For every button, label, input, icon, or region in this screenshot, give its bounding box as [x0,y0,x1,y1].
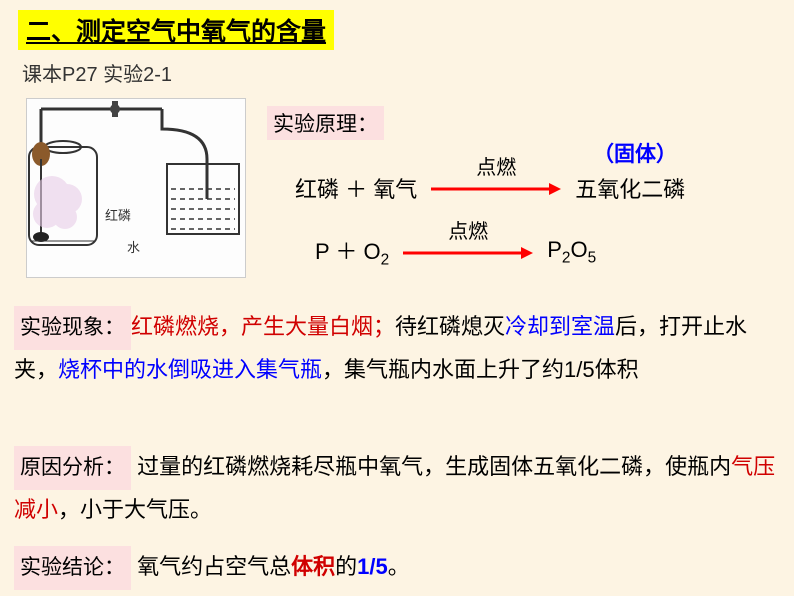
subtitle: 课本P27 实验2-1 [22,58,794,87]
eq1-right: 五氧化二磷 [575,172,685,204]
phenomenon-paragraph: 实验现象：红磷燃烧，产生大量白烟；待红磷熄灭冷却到室温后，打开止水夹，烧杯中的水… [14,306,780,390]
arrow-icon [431,181,561,197]
conclusion-label: 实验结论： [14,546,131,590]
conclusion-paragraph: 实验结论： 氧气约占空气总体积的1/5。 [14,546,780,590]
phen-t3: 冷却到室温 [505,314,615,339]
phenomenon-label: 实验现象： [14,306,131,350]
apparatus-diagram: 红磷 水 [26,98,246,278]
solid-note: （固体） [593,138,677,168]
diagram-label-water: 水 [127,237,140,256]
eq1-arrow-label: 点燃 [431,151,561,180]
eq2-arrow-label: 点燃 [403,215,533,244]
equation-word: 红磷 ＋ 氧气 点燃 五氧化二磷 [295,172,685,204]
con-t1: 氧气约占空气总 [137,554,291,579]
con-t2: 体积 [291,554,335,579]
analysis-paragraph: 原因分析： 过量的红磷燃烧耗尽瓶中氧气，生成固体五氧化二磷，使瓶内气压减小，小于… [14,446,780,530]
analysis-label: 原因分析： [14,446,131,490]
principle-label: 实验原理： [267,106,384,140]
diagram-label-phosphorus: 红磷 [105,205,131,224]
phen-t6: ，集气瓶内水面上升了约1/5体积 [322,357,639,382]
eq2-right: P2O5 [547,237,596,267]
phen-t1: 红磷燃烧，产生大量白烟； [131,314,395,339]
ana-t3: ，小于大气压。 [58,497,212,522]
section-title-box: 二、测定空气中氧气的含量 [18,10,334,50]
equation-symbol: P ＋ O2 点燃 P2O5 [315,234,596,269]
phen-t5: 烧杯中的水倒吸进入集气瓶 [58,357,322,382]
con-t4: 1/5 [357,554,388,579]
con-t5: 。 [388,554,410,579]
eq1-left: 红磷 ＋ 氧气 [295,172,417,204]
phen-t2: 待红磷熄灭 [395,314,505,339]
eq2-left: P ＋ O2 [315,234,389,269]
arrow-icon [403,245,533,261]
section-title: 二、测定空气中氧气的含量 [26,18,326,46]
con-t3: 的 [335,554,357,579]
ana-t1: 过量的红磷燃烧耗尽瓶中氧气，生成固体五氧化二磷，使瓶内 [137,454,731,479]
